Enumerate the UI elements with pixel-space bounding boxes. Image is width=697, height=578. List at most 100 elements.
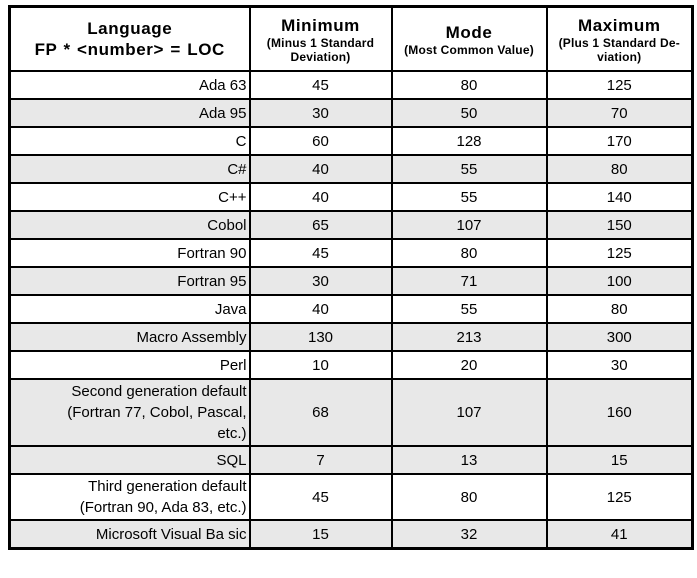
minimum-value-cell: 60 [248,126,393,156]
language-cell-line: Fortran 90 [177,244,247,262]
language-cell-line: (Fortran 90, Ada 83, etc.) [79,499,247,516]
maximum-value-cell: 100 [545,266,694,296]
language-cell: C# [8,154,251,184]
table-row: C 60 128 170 [8,126,694,156]
language-cell-line: Ada 63 [198,76,247,94]
mode-value-cell: 128 [390,126,548,156]
language-cell: SQL [8,445,251,475]
maximum-value-cell: 70 [545,98,694,128]
minimum-value-cell: 68 [248,378,393,447]
mode-value-cell: 55 [390,182,548,212]
table-row: Java 40 55 80 [8,294,694,324]
table-row: Macro Assembly 130 213 300 [8,322,694,352]
language-cell: Cobol [8,210,251,240]
minimum-value-cell: 10 [248,350,393,380]
maximum-column-header: Maximum (Plus 1 Standard De- viation) [545,5,694,72]
minimum-value-cell: 40 [248,294,393,324]
maximum-value-cell: 170 [545,126,694,156]
table-row: Ada 63 45 80 125 [8,70,694,100]
language-cell: Java [8,294,251,324]
mode-value-cell: 13 [390,445,548,475]
mode-value-cell: 55 [390,154,548,184]
mode-value-cell: 71 [390,266,548,296]
mode-value-cell: 107 [390,210,548,240]
mode-header-title: Mode [445,22,493,42]
header-row: Language FP * <number> = LOC Minimum (Mi… [8,5,694,72]
minimum-header-subtitle-line: (Minus 1 Standard [266,35,375,50]
mode-value-cell: 107 [390,378,548,447]
fp-loc-conversion-table: Language FP * <number> = LOC Minimum (Mi… [8,5,694,550]
maximum-value-cell: 125 [545,473,694,521]
minimum-value-cell: 7 [248,445,393,475]
mode-header-subtitle-line: (Most Common Value) [404,42,534,57]
language-cell-line: Third generation default [88,478,247,495]
minimum-header-subtitle-line: Deviation) [290,49,351,64]
mode-value-cell: 32 [390,519,548,550]
maximum-value-cell: 41 [545,519,694,550]
language-cell-line: SQL [216,451,247,469]
table-row: Second generation default (Fortran 77, Co… [8,378,694,447]
minimum-value-cell: 40 [248,182,393,212]
language-cell-line: etc.) [217,425,247,442]
mode-value-cell: 55 [390,294,548,324]
language-cell-line: Second generation default [71,383,247,400]
mode-value-cell: 80 [390,473,548,521]
minimum-value-cell: 45 [248,70,393,100]
table-row: SQL 7 13 15 [8,445,694,475]
minimum-value-cell: 40 [248,154,393,184]
table-row: C++ 40 55 140 [8,182,694,212]
language-cell-line: Cobol [207,216,247,234]
maximum-header-title: Maximum [577,15,661,35]
table-row: Third generation default (Fortran 90, Ada… [8,473,694,521]
minimum-value-cell: 45 [248,473,393,521]
mode-value-cell: 20 [390,350,548,380]
language-cell: Ada 63 [8,70,251,100]
language-cell-line: Microsoft Visual Ba sic [95,525,247,543]
maximum-value-cell: 150 [545,210,694,240]
maximum-value-cell: 80 [545,154,694,184]
minimum-value-cell: 45 [248,238,393,268]
language-cell: C [8,126,251,156]
language-cell: Ada 95 [8,98,251,128]
language-cell: Second generation default (Fortran 77, Co… [8,378,251,447]
mode-value-cell: 213 [390,322,548,352]
language-cell: Perl [8,350,251,380]
mode-value-cell: 50 [390,98,548,128]
maximum-value-cell: 300 [545,322,694,352]
maximum-header-subtitle-line: viation) [597,49,642,64]
maximum-header-subtitle-line: (Plus 1 Standard De- [558,35,680,50]
maximum-value-cell: 125 [545,238,694,268]
maximum-value-cell: 30 [545,350,694,380]
language-cell-line: C [235,132,247,150]
table-row: Cobol 65 107 150 [8,210,694,240]
mode-value-cell: 80 [390,70,548,100]
page: Language FP * <number> = LOC Minimum (Mi… [8,5,694,550]
table-row: C# 40 55 80 [8,154,694,184]
language-cell-line: Java [214,300,247,318]
language-cell-line: C# [227,160,247,178]
language-cell: Macro Assembly [8,322,251,352]
language-cell: Third generation default (Fortran 90, Ada… [8,473,251,521]
minimum-value-cell: 30 [248,98,393,128]
table-row: Microsoft Visual Ba sic 15 32 41 [8,519,694,550]
maximum-value-cell: 125 [545,70,694,100]
maximum-value-cell: 80 [545,294,694,324]
maximum-value-cell: 160 [545,378,694,447]
table-body: Ada 63 45 80 125 Ada 95 30 50 70 C 60 128 170 C# 40 55… [8,70,694,550]
mode-column-header: Mode (Most Common Value) [390,5,548,72]
minimum-value-cell: 30 [248,266,393,296]
language-cell: C++ [8,182,251,212]
language-cell-line: C++ [218,188,247,206]
maximum-value-cell: 15 [545,445,694,475]
minimum-value-cell: 65 [248,210,393,240]
language-cell: Fortran 95 [8,266,251,296]
table-row: Fortran 95 30 71 100 [8,266,694,296]
language-cell-line: Fortran 95 [177,272,247,290]
language-header-formula: FP * <number> = LOC [34,40,225,59]
language-cell-line: Macro Assembly [136,328,247,346]
language-cell: Fortran 90 [8,238,251,268]
language-cell: Microsoft Visual Ba sic [8,519,251,550]
language-cell-line: (Fortran 77, Cobol, Pascal, [67,404,247,421]
table-row: Fortran 90 45 80 125 [8,238,694,268]
minimum-header-title: Minimum [281,15,360,35]
